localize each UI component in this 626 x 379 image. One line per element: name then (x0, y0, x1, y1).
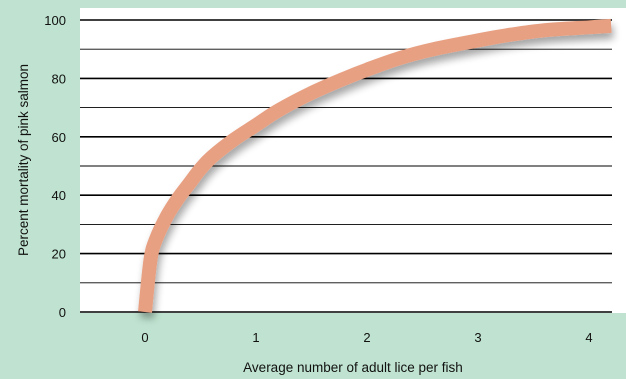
y-tick-label: 40 (52, 188, 66, 203)
y-tick-label: 20 (52, 247, 66, 262)
plot-area (80, 8, 626, 313)
x-tick-label: 3 (474, 330, 481, 345)
series-line-mortality (138, 18, 612, 313)
y-axis-ticks: 0 20 40 60 80 100 (44, 13, 66, 320)
x-axis-ticks: 0 1 2 3 4 (141, 330, 592, 345)
y-tick-label: 100 (44, 13, 66, 28)
y-tick-label: 0 (59, 305, 66, 320)
series-layer (138, 18, 612, 313)
x-tick-label: 0 (141, 330, 148, 345)
y-tick-label: 80 (52, 71, 66, 86)
x-axis-title: Average number of adult lice per fish (243, 360, 463, 375)
y-tick-label: 60 (52, 130, 66, 145)
y-axis-title: Percent mortality of pink salmon (16, 64, 31, 256)
x-tick-label: 4 (585, 330, 592, 345)
x-tick-label: 2 (363, 330, 370, 345)
x-tick-label: 1 (252, 330, 259, 345)
